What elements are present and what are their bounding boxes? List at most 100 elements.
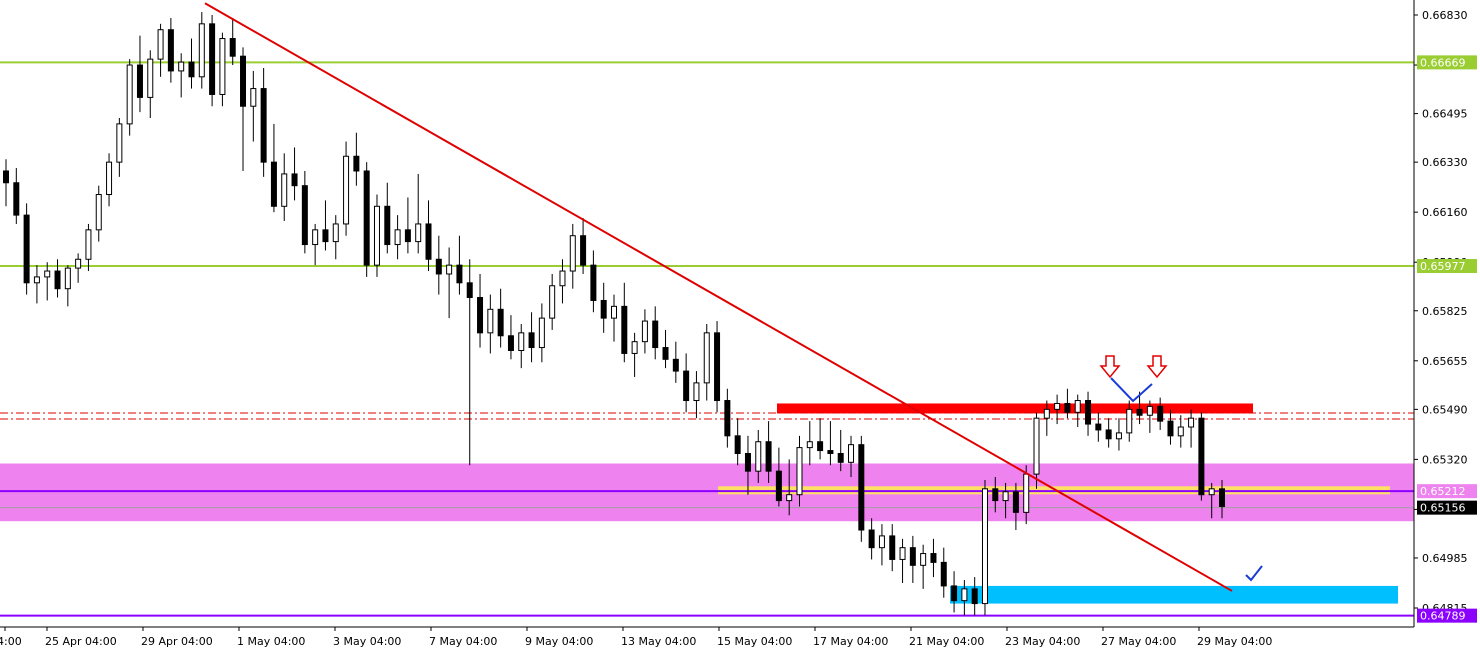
- candle-body-bullish: [373, 205, 380, 266]
- x-tick-label: 29 Apr 04:00: [141, 635, 213, 648]
- candle-body-bearish: [992, 488, 999, 502]
- candle: [920, 544, 927, 589]
- candle-body-bearish: [889, 535, 896, 560]
- candle-body-bearish: [136, 64, 143, 98]
- price-label-text: 0.66669: [1420, 56, 1466, 69]
- candle-body-bearish: [404, 229, 411, 243]
- candle-body-bullish: [806, 441, 813, 449]
- candle: [147, 50, 154, 119]
- candle: [301, 170, 308, 254]
- candle-body-bearish: [765, 441, 772, 472]
- candle-body-bearish: [817, 441, 824, 452]
- candle-body-bullish: [755, 441, 762, 472]
- candle-body-bearish: [384, 205, 391, 246]
- y-tick-label: 0.65655: [1422, 355, 1468, 368]
- candle: [1054, 394, 1061, 425]
- candle: [446, 247, 453, 319]
- candle: [136, 35, 143, 113]
- candle: [394, 215, 401, 260]
- candle-body-bearish: [466, 282, 473, 299]
- candle: [1043, 400, 1050, 436]
- candle-body-bearish: [971, 588, 978, 605]
- candle: [817, 418, 824, 460]
- candle-body-bullish: [1146, 405, 1153, 416]
- candle: [1085, 391, 1092, 436]
- candle-body-bullish: [95, 194, 102, 231]
- candle-body-bearish: [734, 435, 741, 454]
- candle-body-bearish: [590, 264, 597, 301]
- candles-layer: [3, 12, 1225, 616]
- candle: [992, 477, 999, 513]
- candle-body-bearish: [167, 29, 174, 72]
- candle-body-bearish: [837, 452, 844, 463]
- candle: [167, 17, 174, 83]
- candle-body-bullish: [281, 173, 288, 207]
- candle: [775, 447, 782, 507]
- candle-body-bearish: [827, 450, 834, 454]
- candle-body-bearish: [744, 452, 751, 472]
- candle-body-bearish: [1219, 488, 1225, 507]
- candle: [1105, 418, 1112, 448]
- candle-body-bearish: [353, 155, 360, 172]
- candle: [1157, 397, 1164, 430]
- candle-body-bullish: [487, 308, 494, 334]
- candle-body-bearish: [477, 297, 484, 334]
- candle: [343, 141, 350, 236]
- candle-body-bearish: [1085, 400, 1092, 425]
- candle-body-bearish: [621, 305, 628, 354]
- candle-body-bearish: [930, 553, 937, 563]
- price-label-box: [1417, 608, 1477, 623]
- candle: [466, 259, 473, 466]
- candle-body-bearish: [600, 299, 607, 319]
- candle: [672, 341, 679, 383]
- candle-body-bullish: [796, 447, 803, 496]
- price-label-box: [1417, 55, 1477, 70]
- candle-body-bearish: [714, 332, 721, 402]
- candle: [868, 518, 875, 560]
- candle-body-bullish: [343, 155, 350, 225]
- zones-layer: [0, 403, 1414, 604]
- candle-body-bullish: [1208, 488, 1215, 496]
- target-zone-blue: [950, 585, 1398, 604]
- candle-body-bullish: [848, 444, 855, 463]
- candle-body-bullish: [198, 23, 205, 78]
- candle-body-bearish: [868, 529, 875, 549]
- candle: [652, 306, 659, 360]
- candle: [734, 418, 741, 466]
- candle-body-bullish: [538, 317, 545, 349]
- candle: [1074, 394, 1081, 428]
- candle: [312, 223, 319, 266]
- candle: [518, 324, 525, 369]
- candle-body-bearish: [3, 170, 9, 184]
- candle: [85, 223, 92, 272]
- candle-body-bearish: [291, 173, 298, 187]
- candle: [250, 70, 257, 142]
- candle-body-bearish: [435, 258, 442, 275]
- candle-body-bullish: [961, 588, 968, 602]
- candle: [116, 118, 123, 177]
- candle-body-bullish: [75, 258, 82, 269]
- candle-body-bullish: [693, 382, 700, 402]
- candle-body-bullish: [116, 123, 123, 163]
- v-shape-annotation: [1110, 377, 1153, 403]
- candle: [373, 194, 380, 277]
- candle: [209, 15, 216, 107]
- y-tick-label: 0.66330: [1422, 156, 1468, 169]
- candle-body-bearish: [724, 400, 731, 437]
- candle: [1012, 482, 1019, 531]
- candle: [930, 538, 937, 578]
- candle-body-bearish: [13, 182, 20, 216]
- x-tick-label: 29 May 04:00: [1197, 635, 1272, 648]
- candle: [415, 173, 422, 254]
- candle-body-bullish: [446, 264, 453, 275]
- candle-body-bullish: [1023, 473, 1030, 513]
- x-tick-label: 27 May 04:00: [1101, 635, 1176, 648]
- candle: [528, 312, 535, 363]
- candle-body-bearish: [1064, 402, 1071, 413]
- candle: [477, 273, 484, 348]
- candle-body-bearish: [209, 23, 216, 95]
- candle: [363, 162, 370, 277]
- y-tick-label: 0.65825: [1422, 305, 1468, 318]
- candle-body-bearish: [951, 585, 958, 602]
- price-label-box: [1417, 484, 1477, 499]
